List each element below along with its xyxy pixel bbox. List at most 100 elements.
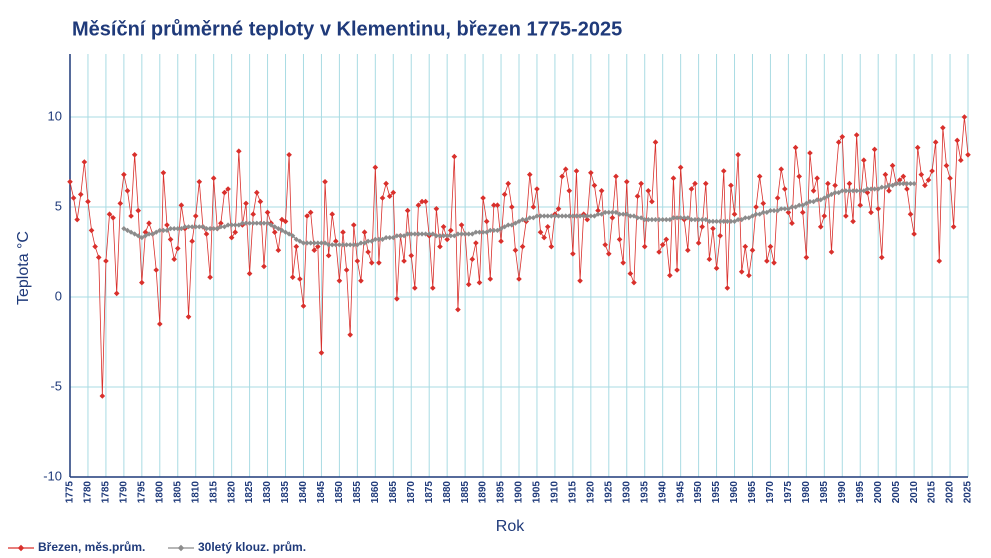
marker [254, 220, 260, 226]
x-tick-label: 1930 [621, 481, 632, 504]
marker [832, 190, 838, 196]
marker [333, 242, 339, 248]
marker [225, 186, 231, 192]
marker [713, 265, 720, 271]
marker [293, 236, 299, 242]
marker [70, 195, 77, 201]
x-tick-label: 2015 [927, 481, 938, 504]
marker [85, 198, 91, 205]
marker [562, 166, 569, 172]
marker [667, 272, 673, 279]
marker [189, 238, 195, 244]
marker [900, 181, 906, 187]
marker [958, 157, 964, 163]
marker [717, 233, 723, 239]
x-tick-label: 1865 [388, 481, 399, 504]
marker [487, 276, 494, 282]
marker [660, 217, 666, 223]
marker [534, 213, 540, 219]
marker [340, 242, 346, 248]
marker [451, 153, 458, 160]
marker [422, 198, 429, 205]
marker [602, 209, 608, 215]
marker [702, 180, 709, 187]
marker [706, 218, 712, 224]
marker [965, 152, 971, 158]
marker [875, 186, 881, 192]
marker [742, 215, 748, 221]
marker [232, 222, 238, 228]
marker [624, 211, 630, 217]
marker [124, 188, 131, 194]
marker [677, 164, 684, 171]
marker [720, 168, 727, 174]
x-tick-label: 1820 [226, 481, 237, 504]
marker [275, 226, 281, 232]
marker [757, 211, 763, 217]
marker [146, 220, 152, 226]
marker [322, 240, 328, 246]
x-tick-label: 1995 [855, 481, 866, 504]
marker [591, 182, 598, 189]
x-tick-label: 1900 [514, 481, 525, 504]
marker [695, 240, 702, 246]
marker [171, 226, 177, 232]
marker [110, 215, 116, 221]
marker [875, 206, 881, 212]
marker [153, 229, 159, 235]
marker [257, 198, 264, 205]
marker [164, 227, 170, 233]
marker [602, 242, 609, 248]
marker [789, 220, 795, 226]
marker [778, 166, 785, 172]
x-tick-label: 1890 [478, 481, 489, 504]
marker [494, 202, 501, 208]
marker [882, 184, 888, 190]
marker [588, 170, 594, 176]
marker [408, 252, 415, 259]
marker [868, 209, 874, 216]
marker [448, 233, 454, 239]
marker [738, 269, 745, 275]
x-tick-label: 1875 [424, 481, 435, 504]
marker [595, 211, 601, 217]
marker [868, 186, 874, 192]
marker [325, 252, 332, 259]
marker [548, 243, 555, 250]
x-tick-label: 1800 [154, 481, 165, 504]
marker [559, 213, 565, 219]
marker [232, 229, 239, 235]
x-tick-label: 1915 [568, 481, 579, 504]
marker [825, 180, 831, 187]
marker [961, 114, 968, 120]
marker [473, 229, 479, 235]
marker [106, 211, 113, 217]
marker [609, 215, 616, 221]
marker [591, 213, 598, 219]
marker [581, 213, 587, 219]
marker [749, 213, 756, 219]
marker [394, 296, 400, 302]
marker [383, 180, 389, 187]
marker [620, 260, 626, 266]
x-tick-label: 1780 [83, 481, 94, 504]
marker [139, 235, 145, 241]
marker [340, 229, 346, 235]
marker [620, 211, 626, 217]
marker [559, 173, 565, 180]
marker [185, 224, 192, 230]
marker [404, 207, 411, 214]
marker [774, 195, 781, 201]
marker [918, 171, 925, 178]
marker [376, 236, 382, 242]
marker [667, 217, 673, 223]
marker [390, 189, 397, 196]
marker [656, 217, 662, 223]
marker [807, 199, 813, 205]
x-tick-label: 1860 [370, 481, 381, 504]
marker [354, 242, 360, 248]
marker [742, 243, 749, 250]
marker [534, 186, 540, 192]
marker [526, 171, 533, 178]
marker [480, 195, 486, 201]
